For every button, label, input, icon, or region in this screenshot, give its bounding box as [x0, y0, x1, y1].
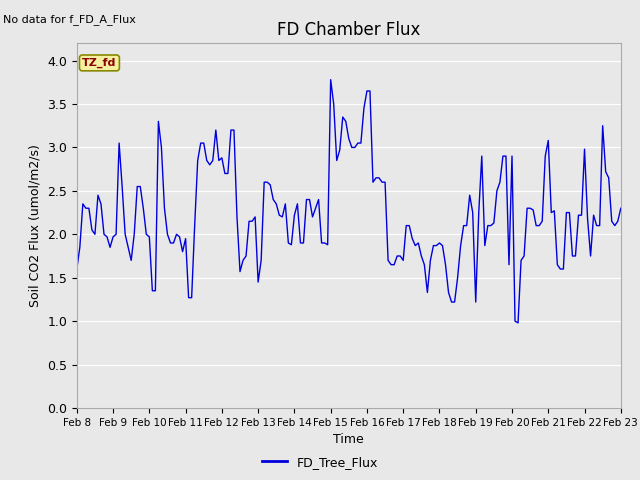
- Text: TZ_fd: TZ_fd: [82, 58, 116, 68]
- X-axis label: Time: Time: [333, 433, 364, 446]
- Title: FD Chamber Flux: FD Chamber Flux: [277, 21, 420, 39]
- Legend: FD_Tree_Flux: FD_Tree_Flux: [257, 451, 383, 474]
- Text: No data for f_FD_A_Flux: No data for f_FD_A_Flux: [3, 14, 136, 25]
- Y-axis label: Soil CO2 Flux (umol/m2/s): Soil CO2 Flux (umol/m2/s): [29, 144, 42, 307]
